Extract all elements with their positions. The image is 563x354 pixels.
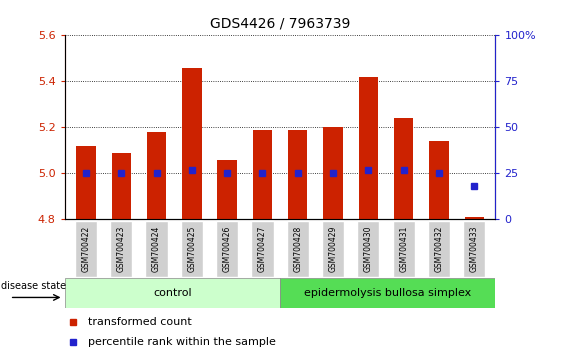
Text: GSM700431: GSM700431 xyxy=(399,225,408,272)
Text: GSM700430: GSM700430 xyxy=(364,225,373,272)
Bar xyxy=(75,221,97,277)
Bar xyxy=(65,278,280,308)
Bar xyxy=(147,132,166,219)
Bar xyxy=(358,221,379,277)
Bar xyxy=(464,217,484,219)
Bar xyxy=(359,77,378,219)
Text: GSM700422: GSM700422 xyxy=(82,225,91,272)
Title: GDS4426 / 7963739: GDS4426 / 7963739 xyxy=(210,16,350,30)
Bar xyxy=(251,221,274,277)
Bar xyxy=(110,221,132,277)
Text: GSM700424: GSM700424 xyxy=(152,225,161,272)
Bar xyxy=(182,68,202,219)
Text: control: control xyxy=(153,288,192,298)
Bar xyxy=(322,221,344,277)
Text: GSM700427: GSM700427 xyxy=(258,225,267,272)
Bar xyxy=(253,130,272,219)
Bar xyxy=(280,278,495,308)
Text: percentile rank within the sample: percentile rank within the sample xyxy=(88,337,276,347)
Bar xyxy=(217,160,237,219)
Bar xyxy=(463,221,485,277)
Text: GSM700432: GSM700432 xyxy=(435,225,444,272)
Text: GSM700426: GSM700426 xyxy=(222,225,231,272)
Bar xyxy=(428,221,450,277)
Bar xyxy=(76,146,96,219)
Bar xyxy=(111,153,131,219)
Text: GSM700423: GSM700423 xyxy=(117,225,126,272)
Text: GSM700428: GSM700428 xyxy=(293,225,302,272)
Bar xyxy=(429,141,449,219)
Bar xyxy=(394,118,413,219)
Bar xyxy=(145,221,168,277)
Bar xyxy=(288,130,307,219)
Text: epidermolysis bullosa simplex: epidermolysis bullosa simplex xyxy=(304,288,471,298)
Bar xyxy=(392,221,415,277)
Text: GSM700433: GSM700433 xyxy=(470,225,479,272)
Bar xyxy=(216,221,238,277)
Text: GSM700429: GSM700429 xyxy=(329,225,338,272)
Bar xyxy=(287,221,309,277)
Bar xyxy=(181,221,203,277)
Text: GSM700425: GSM700425 xyxy=(187,225,196,272)
Text: disease state: disease state xyxy=(1,281,66,291)
Bar xyxy=(323,127,343,219)
Text: transformed count: transformed count xyxy=(88,318,192,327)
